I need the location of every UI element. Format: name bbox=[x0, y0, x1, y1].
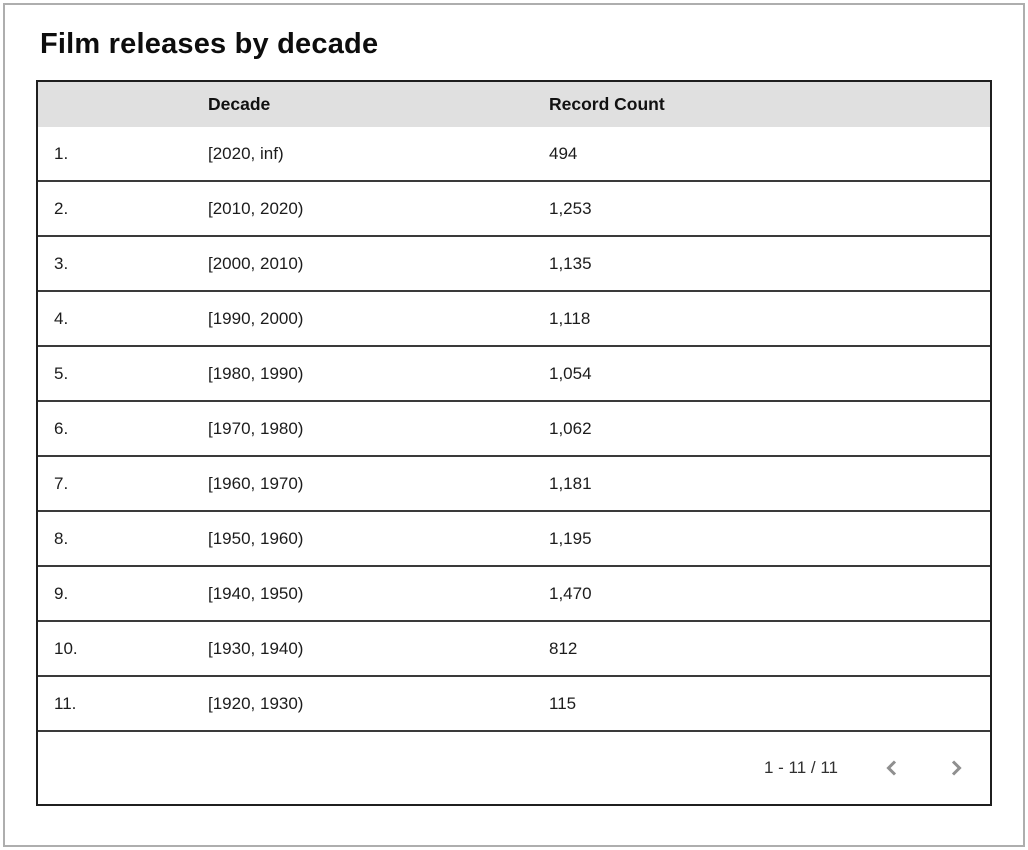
row-decade: [1920, 1930) bbox=[208, 693, 304, 713]
pagination-prev-button[interactable] bbox=[880, 756, 904, 780]
table-row: 4. [1990, 2000) 1,118 bbox=[38, 292, 990, 347]
row-index: 2. bbox=[54, 198, 69, 218]
row-count: 1,470 bbox=[549, 583, 592, 603]
row-count: 115 bbox=[549, 693, 577, 713]
row-decade: [1960, 1970) bbox=[208, 473, 304, 493]
row-count: 1,054 bbox=[549, 363, 592, 383]
row-decade: [2020, inf) bbox=[208, 143, 284, 163]
table-row: 7. [1960, 1970) 1,181 bbox=[38, 457, 990, 512]
pagination-range-label: 1 - 11 / 11 bbox=[763, 758, 838, 777]
row-index: 3. bbox=[54, 253, 69, 273]
table-row: 3. [2000, 2010) 1,135 bbox=[38, 237, 990, 292]
row-count: 1,181 bbox=[549, 473, 592, 493]
row-index: 8. bbox=[54, 528, 69, 548]
row-count: 1,253 bbox=[549, 198, 592, 218]
row-count: 1,118 bbox=[549, 308, 591, 328]
pagination-bar: 1 - 11 / 11 bbox=[38, 732, 990, 804]
row-index: 6. bbox=[54, 418, 69, 438]
table-row: 2. [2010, 2020) 1,253 bbox=[38, 182, 990, 237]
table-row: 5. [1980, 1990) 1,054 bbox=[38, 347, 990, 402]
data-table: Decade Record Count 1. [2020, inf) 494 2… bbox=[36, 80, 992, 806]
row-index: 5. bbox=[54, 363, 69, 383]
table-row: 11. [1920, 1930) 115 bbox=[38, 677, 990, 732]
row-index: 10. bbox=[54, 638, 78, 658]
table-row: 9. [1940, 1950) 1,470 bbox=[38, 567, 990, 622]
row-decade: [1980, 1990) bbox=[208, 363, 304, 383]
row-count: 812 bbox=[549, 638, 578, 658]
row-count: 1,195 bbox=[549, 528, 592, 548]
table-row: 8. [1950, 1960) 1,195 bbox=[38, 512, 990, 567]
row-index: 9. bbox=[54, 583, 69, 603]
row-index: 4. bbox=[54, 308, 69, 328]
row-count: 1,062 bbox=[549, 418, 592, 438]
page-title: Film releases by decade bbox=[40, 28, 379, 60]
chevron-right-icon bbox=[951, 760, 962, 776]
row-index: 1. bbox=[54, 143, 69, 163]
row-decade: [1950, 1960) bbox=[208, 528, 304, 548]
header-cell-decade[interactable]: Decade bbox=[208, 94, 271, 114]
row-decade: [1990, 2000) bbox=[208, 308, 304, 328]
row-count: 494 bbox=[549, 143, 578, 163]
row-index: 11. bbox=[54, 693, 77, 713]
header-cell-record-count[interactable]: Record Count bbox=[549, 94, 665, 114]
row-decade: [2010, 2020) bbox=[208, 198, 304, 218]
table-row: 6. [1970, 1980) 1,062 bbox=[38, 402, 990, 457]
row-decade: [1940, 1950) bbox=[208, 583, 304, 603]
chevron-left-icon bbox=[886, 760, 897, 776]
row-index: 7. bbox=[54, 473, 69, 493]
table-header-row: Decade Record Count bbox=[38, 82, 990, 127]
row-decade: [1970, 1980) bbox=[208, 418, 304, 438]
row-decade: [2000, 2010) bbox=[208, 253, 304, 273]
pagination-next-button[interactable] bbox=[944, 756, 968, 780]
row-decade: [1930, 1940) bbox=[208, 638, 304, 658]
table-row: 10. [1930, 1940) 812 bbox=[38, 622, 990, 677]
table-row: 1. [2020, inf) 494 bbox=[38, 127, 990, 182]
row-count: 1,135 bbox=[549, 253, 592, 273]
